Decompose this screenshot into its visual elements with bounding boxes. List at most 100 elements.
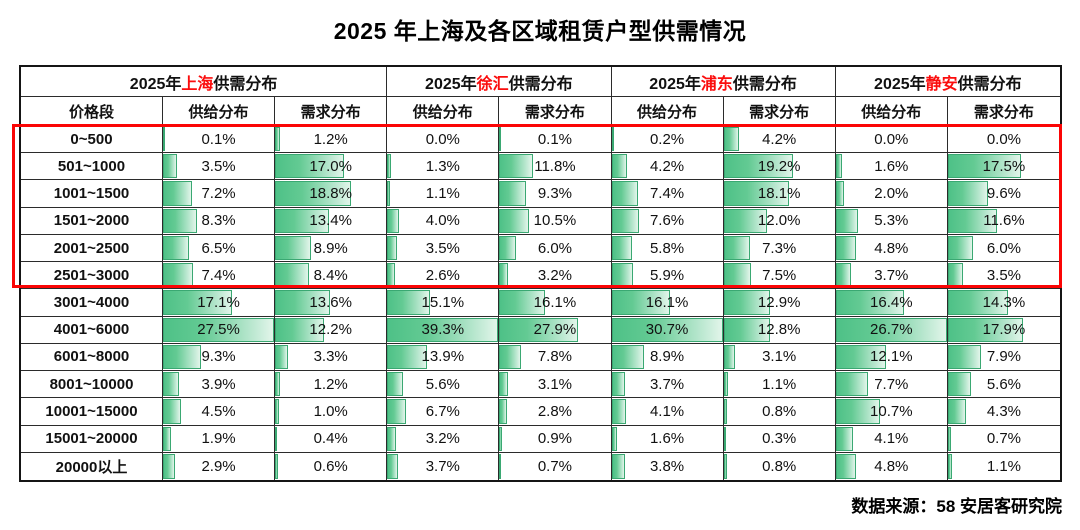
- value-label: 0.8%: [762, 402, 797, 420]
- value-label: 12.1%: [870, 348, 913, 366]
- data-bar: [947, 263, 963, 288]
- data-bar: [275, 372, 280, 397]
- price-range-cell: 8001~10000: [21, 371, 163, 399]
- value-label: 4.2%: [649, 157, 685, 175]
- price-range-cell: 501~1000: [21, 153, 163, 181]
- value-label: 0.0%: [425, 130, 460, 148]
- value-cell: 2.9%: [163, 452, 276, 480]
- value-label: 12.9%: [757, 293, 801, 311]
- value-label: 30.7%: [645, 321, 689, 339]
- data-bar: [723, 290, 771, 315]
- value-label: 0.7%: [986, 430, 1022, 448]
- value-label: 10.7%: [870, 402, 913, 420]
- data-bar: [387, 154, 391, 179]
- region-suffix: 供需分布: [957, 75, 1022, 93]
- data-bar: [275, 127, 280, 152]
- value-label: 7.3%: [762, 239, 797, 257]
- value-cell: 7.5%: [723, 262, 836, 290]
- value-label: 7.2%: [201, 185, 236, 203]
- data-bar: [275, 263, 310, 288]
- data-bar: [275, 453, 278, 479]
- value-cell: 4.8%: [835, 452, 948, 480]
- data-bar: [947, 235, 974, 261]
- value-cell: 0.1%: [499, 126, 612, 154]
- data-bar: [835, 372, 868, 397]
- data-bar: [387, 344, 427, 370]
- value-cell: 1.1%: [387, 180, 500, 208]
- value-cell: 0.9%: [499, 425, 612, 453]
- value-cell: 2.6%: [387, 262, 500, 290]
- value-label: 6.0%: [986, 239, 1022, 257]
- data-bar: [163, 235, 190, 261]
- price-range-cell: 20000以上: [21, 452, 163, 480]
- value-label: 14.3%: [982, 293, 1026, 311]
- data-bar: [499, 208, 530, 233]
- value-label: 4.2%: [762, 130, 797, 148]
- data-bar: [387, 263, 395, 288]
- value-cell: 1.2%: [275, 371, 388, 399]
- data-bar: [387, 453, 398, 479]
- data-bar: [611, 399, 627, 424]
- col-header-supply-pudong: 供给分布: [611, 97, 724, 126]
- region-suffix: 供需分布: [732, 75, 797, 93]
- value-label: 3.5%: [425, 239, 460, 257]
- col-header-supply-xuhui: 供给分布: [387, 97, 500, 126]
- value-cell: 9.3%: [499, 180, 612, 208]
- value-label: 27.5%: [197, 321, 240, 339]
- value-label: 8.4%: [313, 266, 348, 284]
- value-label: 16.1%: [533, 293, 577, 311]
- value-label: 1.6%: [649, 430, 685, 448]
- value-label: 5.9%: [649, 266, 685, 284]
- value-label: 0.6%: [313, 457, 348, 475]
- value-label: 17.9%: [982, 321, 1026, 339]
- value-cell: 9.6%: [947, 180, 1060, 208]
- value-label: 0.2%: [649, 130, 685, 148]
- region-header-xuhui: 2025年 徐汇 供需分布: [387, 67, 612, 97]
- value-label: 3.5%: [986, 266, 1022, 284]
- value-cell: 0.7%: [947, 426, 1060, 453]
- data-bar: [499, 290, 545, 315]
- value-cell: 9.3%: [163, 343, 276, 372]
- region-name: 浦东: [700, 75, 733, 93]
- data-bar: [499, 426, 502, 451]
- data-bar: [723, 426, 726, 451]
- value-cell: 17.1%: [163, 289, 276, 317]
- value-cell: 0.0%: [387, 126, 500, 154]
- data-bar: [835, 263, 852, 288]
- data-bar: [611, 426, 618, 451]
- region-prefix: 2025年: [874, 75, 926, 93]
- data-bar: [499, 344, 522, 370]
- value-label: 13.9%: [421, 348, 465, 366]
- data-bar: [611, 208, 639, 233]
- value-label: 15.1%: [421, 293, 465, 311]
- region-header-jingan: 2025年 静安 供需分布: [835, 67, 1060, 97]
- data-bar: [611, 235, 633, 261]
- data-bar: [723, 453, 727, 479]
- data-bar: [275, 235, 312, 261]
- value-cell: 3.3%: [275, 343, 388, 372]
- data-bar: [499, 372, 509, 397]
- data-bar: [947, 399, 966, 424]
- data-bar: [499, 127, 502, 152]
- col-header-price: 价格段: [21, 97, 163, 126]
- value-cell: 7.4%: [163, 262, 276, 290]
- data-bar: [835, 290, 904, 315]
- data-bar: [947, 426, 951, 451]
- value-cell: 12.0%: [723, 207, 836, 235]
- value-label: 2.6%: [425, 266, 460, 284]
- value-cell: 3.1%: [499, 371, 612, 399]
- data-bar: [611, 263, 633, 288]
- value-label: 3.2%: [537, 266, 573, 284]
- value-label: 39.3%: [421, 321, 465, 339]
- data-bar: [163, 263, 193, 288]
- region-name: 静安: [925, 75, 958, 93]
- value-cell: 0.3%: [723, 425, 836, 453]
- value-cell: 1.9%: [163, 425, 276, 453]
- value-label: 4.1%: [874, 430, 909, 448]
- data-bar: [499, 235, 517, 261]
- value-label: 0.1%: [537, 130, 573, 148]
- data-bar: [387, 399, 407, 424]
- data-bar: [163, 208, 197, 233]
- value-cell: 10.5%: [499, 207, 612, 235]
- value-cell: 7.2%: [163, 180, 276, 208]
